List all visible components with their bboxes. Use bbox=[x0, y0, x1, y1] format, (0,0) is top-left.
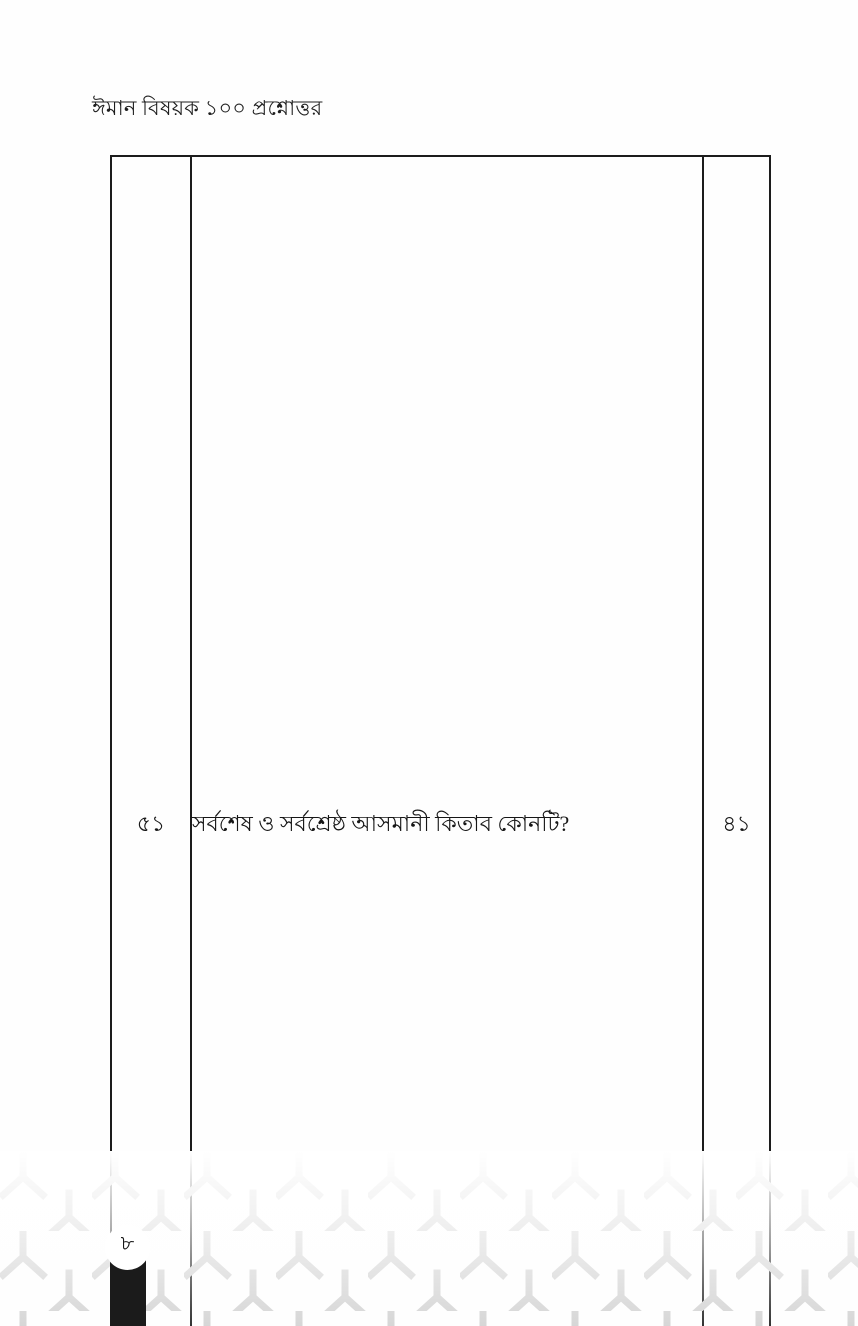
toc-table: ৫১ সর্বশেষ ও সর্বশ্রেষ্ঠ আসমানী কিতাব কোন… bbox=[110, 155, 771, 1326]
page-ref: ৪১ bbox=[702, 155, 771, 1326]
page-number-badge: ৮ bbox=[105, 1225, 150, 1270]
page-title: ঈমান বিষয়ক ১০০ প্রশ্নোত্তর bbox=[92, 96, 323, 120]
question-number: ৫১ bbox=[110, 155, 192, 1326]
question-text: সর্বশেষ ও সর্বশ্রেষ্ঠ আসমানী কিতাব কোনটি… bbox=[190, 155, 704, 1326]
page-number: ৮ bbox=[120, 1231, 135, 1255]
toc-row: ৫১ সর্বশেষ ও সর্বশ্রেষ্ঠ আসমানী কিতাব কোন… bbox=[110, 155, 771, 1326]
